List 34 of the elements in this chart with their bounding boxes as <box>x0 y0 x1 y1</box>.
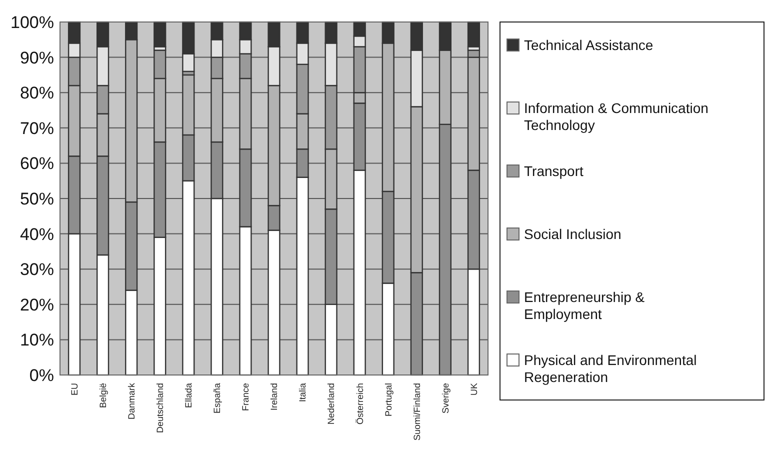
legend-label: Information & Communication Technology <box>524 100 708 133</box>
x-tick-label: België <box>98 383 108 408</box>
y-tick-label: 10% <box>20 330 54 350</box>
x-tick-label: EU <box>69 383 80 396</box>
x-tick-label: Österreich <box>354 383 365 425</box>
x-tick-label: Italia <box>298 383 308 402</box>
legend-label: Entrepreneurship & Employment <box>524 289 646 322</box>
y-tick-label: 0% <box>29 366 54 385</box>
x-tick-label: España <box>212 383 222 414</box>
y-tick-label: 30% <box>20 260 54 280</box>
y-tick-label: 90% <box>20 48 54 68</box>
bar <box>467 21 480 48</box>
y-tick-label: 40% <box>20 224 54 244</box>
x-tick-label: Suomi/Finland <box>412 383 422 441</box>
y-tick-label: 70% <box>20 118 54 138</box>
x-tick-label: Sverige <box>440 383 450 414</box>
x-tick-label: Danmark <box>126 382 136 420</box>
legend-label: Physical and Environmental Regeneration <box>524 352 697 385</box>
x-tick-label: Ellada <box>184 383 194 408</box>
y-tick-label: 100% <box>10 12 54 32</box>
legend-label: Social Inclusion <box>524 226 622 242</box>
x-tick-label: Portugal <box>383 383 394 417</box>
x-tick-label: Deutschland <box>155 383 166 434</box>
x-tick-label: UK <box>468 383 479 396</box>
y-tick-label: 20% <box>20 295 54 314</box>
y-tick-label: 60% <box>20 154 54 174</box>
x-tick-label: France <box>240 383 251 412</box>
bar <box>154 21 166 48</box>
x-tick-label: Nederland <box>326 383 336 425</box>
x-tick-label: Ireland <box>269 383 280 411</box>
y-tick-label: 80% <box>20 84 54 103</box>
y-tick-label: 50% <box>20 189 54 208</box>
legend-label: Technical Assistance <box>524 37 654 53</box>
legend-label: Transport <box>524 163 584 179</box>
